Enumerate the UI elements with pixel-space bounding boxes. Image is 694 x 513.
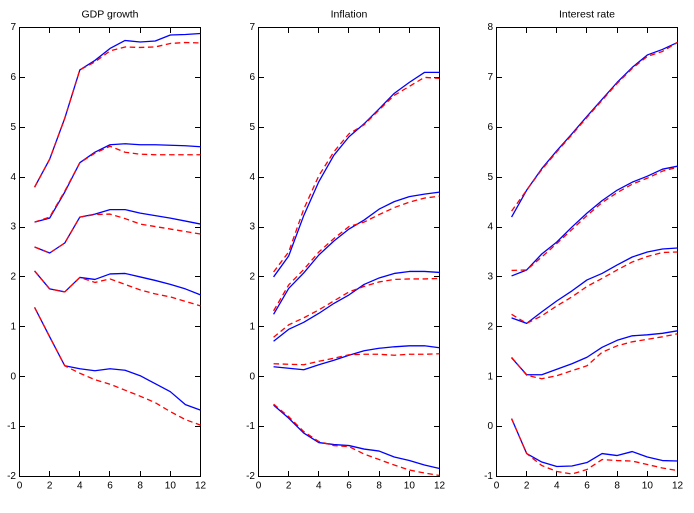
- svg-text:3: 3: [249, 222, 255, 233]
- svg-text:0: 0: [10, 371, 16, 382]
- svg-text:4: 4: [316, 481, 322, 492]
- svg-text:-2: -2: [7, 471, 16, 482]
- svg-text:2: 2: [249, 272, 255, 283]
- svg-text:7: 7: [249, 22, 255, 33]
- svg-text:-1: -1: [246, 421, 255, 432]
- svg-text:1: 1: [10, 321, 16, 332]
- svg-text:3: 3: [487, 272, 493, 283]
- svg-text:6: 6: [10, 72, 16, 83]
- svg-text:GDP growth: GDP growth: [82, 9, 139, 21]
- svg-text:7: 7: [487, 72, 493, 83]
- svg-text:3: 3: [10, 222, 16, 233]
- svg-text:0: 0: [487, 421, 493, 432]
- svg-text:4: 4: [77, 481, 83, 492]
- svg-text:8: 8: [614, 481, 620, 492]
- svg-text:12: 12: [195, 481, 207, 492]
- svg-text:2: 2: [47, 481, 53, 492]
- svg-text:0: 0: [249, 371, 255, 382]
- svg-text:4: 4: [10, 172, 16, 183]
- svg-text:6: 6: [487, 122, 493, 133]
- svg-text:1: 1: [249, 321, 255, 332]
- svg-text:-2: -2: [246, 471, 255, 482]
- svg-text:2: 2: [286, 481, 292, 492]
- svg-text:7: 7: [10, 22, 16, 33]
- svg-text:5: 5: [10, 122, 16, 133]
- svg-text:4: 4: [487, 222, 493, 233]
- svg-text:10: 10: [642, 481, 654, 492]
- svg-text:6: 6: [584, 481, 590, 492]
- svg-text:8: 8: [137, 481, 143, 492]
- svg-text:2: 2: [524, 481, 530, 492]
- svg-text:0: 0: [256, 481, 262, 492]
- svg-text:12: 12: [434, 481, 446, 492]
- svg-text:12: 12: [672, 481, 684, 492]
- svg-text:8: 8: [487, 22, 493, 33]
- svg-text:5: 5: [249, 122, 255, 133]
- svg-text:-1: -1: [484, 471, 493, 482]
- svg-text:10: 10: [165, 481, 177, 492]
- svg-text:Inflation: Inflation: [331, 9, 368, 21]
- svg-text:10: 10: [404, 481, 416, 492]
- svg-text:5: 5: [487, 172, 493, 183]
- svg-text:6: 6: [107, 481, 113, 492]
- svg-text:-1: -1: [7, 421, 16, 432]
- svg-text:0: 0: [17, 481, 23, 492]
- svg-text:Interest rate: Interest rate: [559, 9, 615, 21]
- svg-text:2: 2: [10, 272, 16, 283]
- svg-text:2: 2: [487, 321, 493, 332]
- svg-text:0: 0: [494, 481, 500, 492]
- svg-text:6: 6: [346, 481, 352, 492]
- svg-text:4: 4: [249, 172, 255, 183]
- svg-text:8: 8: [376, 481, 382, 492]
- svg-text:4: 4: [554, 481, 560, 492]
- svg-text:6: 6: [249, 72, 255, 83]
- svg-text:1: 1: [487, 371, 493, 382]
